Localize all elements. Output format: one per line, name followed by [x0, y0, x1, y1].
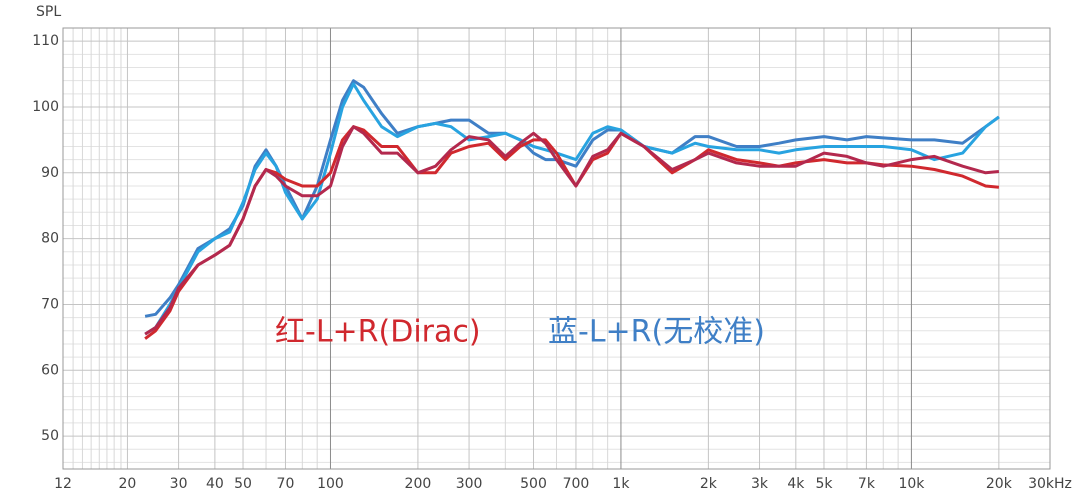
x-tick-label: 2k	[700, 476, 718, 492]
plot-frame	[62, 27, 1051, 470]
x-tick-label: 7k	[858, 476, 876, 492]
y-tick-label: 70	[41, 296, 59, 312]
x-tick-label: 4k	[787, 476, 805, 492]
y-tick-label: 50	[41, 428, 59, 444]
series-line	[144, 82, 1000, 336]
y-tick-label: 110	[32, 33, 59, 49]
x-tick-label: 300	[456, 476, 483, 492]
series-line	[144, 79, 1000, 318]
x-tick-label: 30	[170, 476, 188, 492]
x-tick-label: 200	[405, 476, 432, 492]
x-tick-label: 20k	[986, 476, 1013, 492]
series-line	[144, 125, 1000, 336]
x-tick-label: 30kHz	[1028, 476, 1072, 492]
x-tick-label: 50	[234, 476, 252, 492]
x-tick-label: 5k	[815, 476, 833, 492]
x-tick-label: 70	[277, 476, 295, 492]
x-tick-label: 700	[563, 476, 590, 492]
x-tick-label: 1k	[612, 476, 630, 492]
y-tick-label: 80	[41, 231, 59, 247]
x-tick-label: 10k	[898, 476, 925, 492]
y-tick-label: 60	[41, 362, 59, 378]
x-tick-label: 20	[119, 476, 137, 492]
y-tick-label: 90	[41, 165, 59, 181]
y-tick-label: 100	[32, 99, 59, 115]
x-tick-label: 12	[54, 476, 72, 492]
annotation: 红-L+R(Dirac)	[275, 315, 481, 350]
x-tick-label: 100	[317, 476, 344, 492]
x-tick-label: 500	[520, 476, 547, 492]
x-tick-label: 40	[206, 476, 224, 492]
x-tick-label: 3k	[751, 476, 769, 492]
y-axis-label: SPL	[36, 4, 61, 20]
annotation: 蓝-L+R(无校准)	[548, 315, 765, 350]
